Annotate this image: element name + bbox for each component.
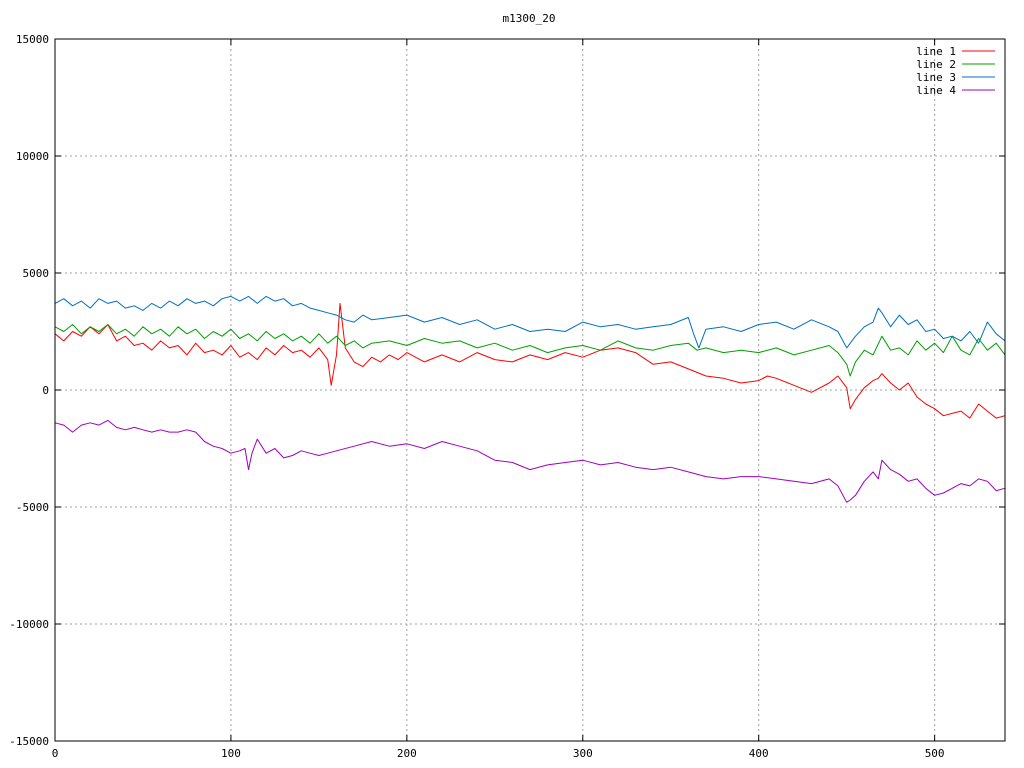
legend-label-1: line 1 bbox=[916, 45, 956, 58]
y-tick-label: -5000 bbox=[16, 501, 49, 514]
series-line-2 bbox=[54, 324, 1006, 377]
legend-label-3: line 3 bbox=[916, 71, 956, 84]
y-tick-label: 10000 bbox=[16, 150, 49, 163]
series-line-4 bbox=[54, 419, 1006, 503]
x-tick-label: 500 bbox=[925, 747, 945, 760]
x-tick-label: 0 bbox=[52, 747, 59, 760]
y-tick-label: -10000 bbox=[9, 618, 49, 631]
chart-title: m1300_20 bbox=[503, 12, 556, 25]
series-line-3 bbox=[54, 295, 1006, 349]
legend-label-4: line 4 bbox=[916, 84, 956, 97]
x-tick-label: 100 bbox=[221, 747, 241, 760]
series-group bbox=[54, 295, 1006, 503]
y-tick-label: 0 bbox=[42, 384, 49, 397]
y-tick-label: 5000 bbox=[23, 267, 50, 280]
grid bbox=[55, 39, 1005, 741]
x-tick-label: 300 bbox=[573, 747, 593, 760]
legend-label-2: line 2 bbox=[916, 58, 956, 71]
axis-ticks: 0 100 200 300 400 500 -15000 -10000 -5000 0 5000 10… bbox=[9, 33, 1005, 760]
x-tick-label: 200 bbox=[397, 747, 417, 760]
y-tick-label: -15000 bbox=[9, 735, 49, 748]
y-tick-label: 15000 bbox=[16, 33, 49, 46]
series-line-1 bbox=[54, 302, 1006, 419]
x-tick-label: 400 bbox=[749, 747, 769, 760]
